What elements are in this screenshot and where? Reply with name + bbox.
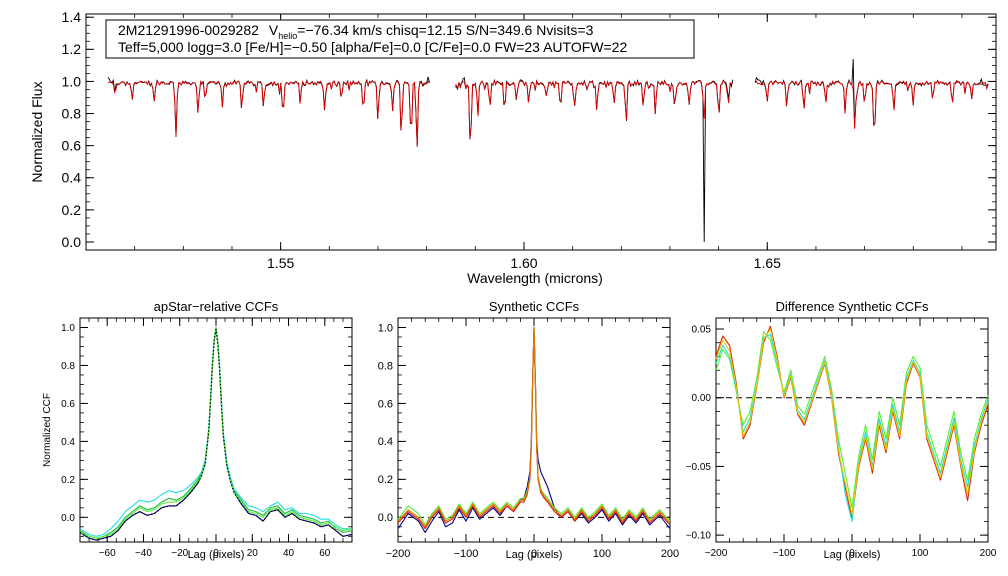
apstar-ccf-series-combined	[79, 328, 353, 541]
apstar-ccf-series-reference	[79, 328, 353, 541]
difference-ccf-ytick-label: −0.10	[686, 531, 712, 542]
synthetic-ccf-xtick-label: 0	[531, 548, 537, 560]
synthetic-ccf-ytick-label: 1.0	[378, 322, 393, 334]
spectrum-ytick-label: 0.4	[62, 170, 82, 186]
difference-ccf-xtick-label: −200	[705, 548, 728, 559]
apstar-ccf-ytick-label: 0.2	[61, 475, 75, 486]
vhelio-subscript: helio	[278, 31, 297, 41]
difference-ccf-xtick-label: 0	[849, 548, 855, 559]
difference-ccf-title: Difference Synthetic CCFs	[776, 299, 929, 314]
spectrum-frame	[85, 13, 997, 251]
vhelio-prefix: V	[269, 22, 279, 38]
apstar-ccf-ytick-label: 0.0	[61, 513, 75, 524]
info-line-1: 2M21291996-0029282 Vhelio=−76.34 km/s chi…	[118, 22, 594, 41]
synthetic-ccf-ytick-label: 0.4	[378, 436, 393, 448]
difference-ccf-xtick-label: 200	[980, 548, 997, 559]
spectrum-lines	[107, 58, 989, 243]
synthetic-ccf-series-combined	[397, 326, 671, 534]
spectrum-ytick-label: 0.2	[62, 202, 82, 218]
apstar-ccf-title: apStar−relative CCFs	[154, 299, 279, 314]
difference-ccf-xtick-label: −100	[773, 548, 796, 559]
synthetic-ccf-series-visit-3	[397, 326, 671, 528]
difference-ccf-panel: Difference Synthetic CCFs −200 −100 0 100 20…	[686, 299, 997, 561]
difference-ccf-xlabel: Lag (pixels)	[824, 549, 881, 561]
synthetic-ccf-ytick-label: 0.8	[378, 360, 393, 372]
spectrum-ytick-label: 0.6	[62, 138, 82, 154]
spectrum-ytick-label: 0.8	[62, 105, 82, 121]
difference-ccf-ytick-label: −0.05	[686, 462, 712, 473]
apstar-ccf-axis-ticks: −60 −40 −20 0 20 40 60 0.0 0.2 0.4 0.6 0.8 1.0	[61, 318, 353, 559]
apstar-ccf-frame	[79, 317, 353, 543]
synthetic-ccf-xtick-label: −200	[386, 548, 411, 560]
apstar-ccf-ylabel: Normalized CCF	[42, 393, 53, 467]
observed-spectrum-chip-2	[454, 77, 734, 243]
model-spectrum-chip-3	[754, 80, 989, 129]
model-spectrum-chip-2	[454, 79, 734, 140]
synthetic-ccf-ytick-label: 0.0	[378, 512, 393, 524]
synthetic-ccf-axis-ticks: −200 −100 0 100 200 0.0 0.2 0.4 0.6 0.8 1.0	[378, 318, 679, 560]
difference-ccf-series-visit-2	[715, 331, 989, 509]
apstar-ccf-xtick-label: 40	[283, 548, 295, 559]
info-line-2: Teff=5,000 logg=3.0 [Fe/H]=−0.50 [alpha/…	[118, 39, 627, 55]
synthetic-ccf-series-visit-2	[397, 326, 671, 530]
vhelio-value: =−76.34 km/s chisq=12.15 S/N=349.6 Nvisi…	[297, 22, 593, 38]
spectrum-axis-ticks: 1.55 1.60 1.65 0.0 0.2 0.4 0.6 0.8 1.0 1.2 1.4	[62, 9, 996, 271]
info-box	[105, 19, 695, 59]
star-id: 2M21291996-0029282	[118, 22, 259, 38]
synthetic-ccf-lines	[397, 326, 671, 534]
difference-ccf-xtick-label: 100	[912, 548, 929, 559]
apstar-ccf-series-visit-2	[79, 326, 352, 537]
apstar-ccf-series-visit-1	[79, 326, 353, 539]
synthetic-ccf-series-visit-1	[397, 326, 671, 526]
synthetic-ccf-xtick-label: 100	[593, 548, 611, 560]
apstar-ccf-ytick-label: 0.6	[61, 399, 75, 410]
apstar-ccf-xtick-label: −40	[135, 548, 152, 559]
apstar-ccf-xtick-label: 60	[319, 548, 331, 559]
apstar-ccf-lines	[79, 326, 353, 541]
difference-ccf-lines	[715, 325, 989, 522]
apstar-ccf-ytick-label: 0.8	[61, 361, 75, 372]
spectrum-xlabel: Wavelength (microns)	[467, 270, 603, 286]
apstar-ccf-xtick-label: −20	[171, 548, 188, 559]
apstar-ccf-xlabel: Lag (pixels)	[188, 549, 245, 561]
synthetic-ccf-ytick-label: 0.2	[378, 474, 393, 486]
apstar-ccf-xtick-label: 0	[213, 548, 219, 559]
synthetic-ccf-xtick-label: 200	[661, 548, 679, 560]
synthetic-ccf-ytick-label: 0.6	[378, 398, 393, 410]
difference-ccf-series-visit-1	[715, 325, 989, 520]
spectrum-xtick-label: 1.65	[754, 255, 781, 271]
spectrum-ytick-label: 1.0	[62, 73, 82, 89]
difference-ccf-series-visit-3	[715, 333, 989, 522]
spectrum-ytick-label: 1.2	[62, 41, 82, 57]
difference-ccf-axis-ticks: −200 −100 0 100 200 0.05 0.00 −0.05 −0.10	[686, 318, 997, 559]
apstar-ccf-series-visit-3	[79, 326, 353, 539]
spectrum-panel: 1.55 1.60 1.65 0.0 0.2 0.4 0.6 0.8 1.0 1.2 1.4 2M2…	[29, 9, 997, 286]
difference-ccf-frame	[715, 317, 989, 543]
apstar-ccf-xtick-label: −60	[99, 548, 116, 559]
synthetic-ccf-panel: Synthetic CCFs −200 −100 0 100 200 0.0 0.2 0.4 0…	[378, 299, 679, 561]
synthetic-ccf-xlabel: Lag (pixels)	[506, 549, 563, 561]
difference-ccf-ytick-label: 0.05	[692, 324, 712, 335]
spectrum-ytick-label: 1.4	[62, 9, 82, 25]
synthetic-ccf-title: Synthetic CCFs	[489, 299, 580, 314]
apstar-ccf-ytick-label: 1.0	[61, 323, 75, 334]
apstar-ccf-panel: apStar−relative CCFs −60 −40 −20 0 20 40 60 0.0…	[42, 299, 353, 561]
spectrum-xtick-label: 1.55	[267, 255, 294, 271]
synthetic-ccf-xtick-label: −100	[454, 548, 479, 560]
model-spectrum-chip-1	[107, 79, 430, 147]
difference-ccf-series-visit-4	[715, 328, 989, 516]
apstar-ccf-ytick-label: 0.4	[61, 437, 75, 448]
apstar-ccf-xtick-label: 20	[247, 548, 259, 559]
spectrum-ytick-label: 0.0	[62, 234, 82, 250]
spectrum-xtick-label: 1.60	[510, 255, 537, 271]
spectrum-ylabel: Normalized Flux	[29, 81, 45, 182]
difference-ccf-ytick-label: 0.00	[692, 393, 712, 404]
